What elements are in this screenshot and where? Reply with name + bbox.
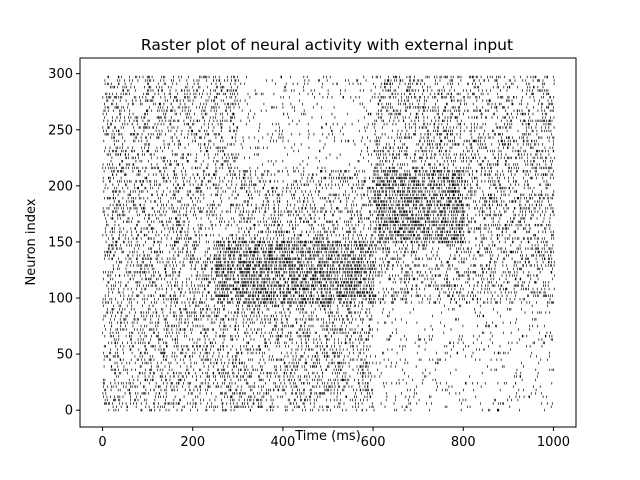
x-axis-label: Time (ms) [294, 429, 361, 444]
chart-title: Raster plot of neural activity with exte… [141, 36, 513, 54]
y-tick-label: 250 [48, 123, 73, 138]
y-axis-label: Neuron index [24, 198, 39, 285]
y-tick-label: 150 [48, 235, 73, 250]
plot-frame [79, 57, 577, 428]
x-tick-label: 400 [270, 435, 295, 450]
y-tick-label: 100 [48, 292, 73, 307]
y-tick-label: 0 [65, 404, 73, 419]
spike-marks [102, 75, 555, 412]
y-tick-label: 200 [48, 179, 73, 194]
x-tick-label: 600 [361, 435, 386, 450]
x-tick-label: 0 [98, 435, 106, 450]
y-axis: 0 50 100 150 200 250 300 [48, 67, 80, 419]
x-tick-label: 1000 [537, 435, 570, 450]
x-axis: 0 200 400 600 800 1000 [98, 427, 570, 450]
x-tick-label: 800 [451, 435, 476, 450]
y-tick-label: 300 [48, 67, 73, 82]
spike-layer [102, 75, 555, 412]
y-tick-label: 50 [56, 348, 73, 363]
x-tick-label: 200 [180, 435, 205, 450]
